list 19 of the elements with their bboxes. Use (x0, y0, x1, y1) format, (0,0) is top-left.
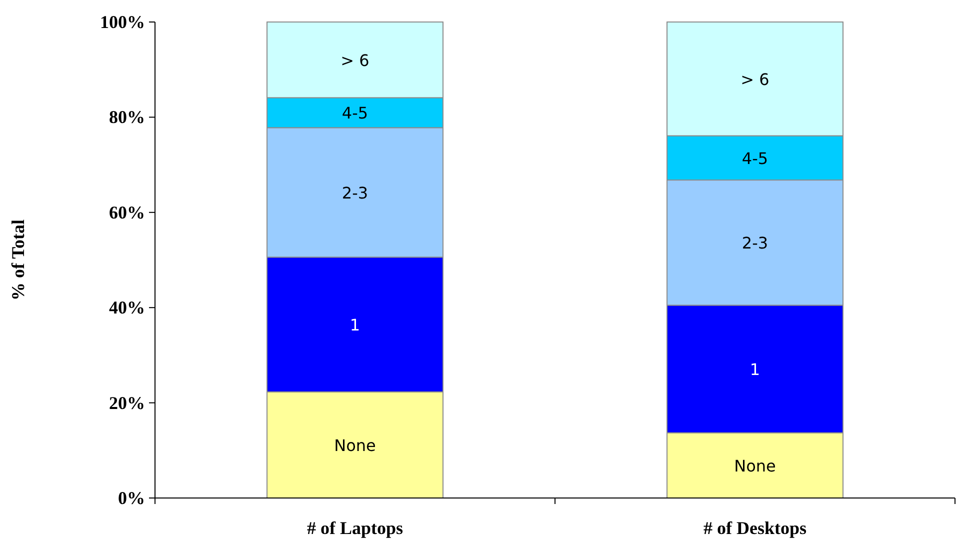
y-tick-label: 40% (109, 298, 145, 318)
y-tick-label: 20% (109, 392, 145, 413)
series-label: 4-5 (342, 104, 368, 123)
x-tick-label: # of Desktops (703, 518, 807, 538)
text: None (334, 436, 376, 455)
text: 4-5 (742, 148, 768, 168)
y-tick-label: 60% (109, 202, 145, 222)
text: 1 (350, 316, 360, 334)
y-tick-label: 80% (109, 107, 145, 128)
series-label: > 6 (340, 50, 370, 70)
text: 2-3 (342, 183, 368, 202)
x-tick-label: # of Laptops (306, 518, 404, 538)
text: > 6 (740, 70, 770, 89)
series-label: 2-3 (742, 234, 768, 253)
y-tick-label: 100% (100, 12, 145, 32)
y-tick-label: 0% (118, 488, 145, 508)
series-label: None (734, 456, 776, 476)
series-label: 1 (750, 360, 760, 380)
y-axis-title: % of Total (8, 219, 28, 301)
